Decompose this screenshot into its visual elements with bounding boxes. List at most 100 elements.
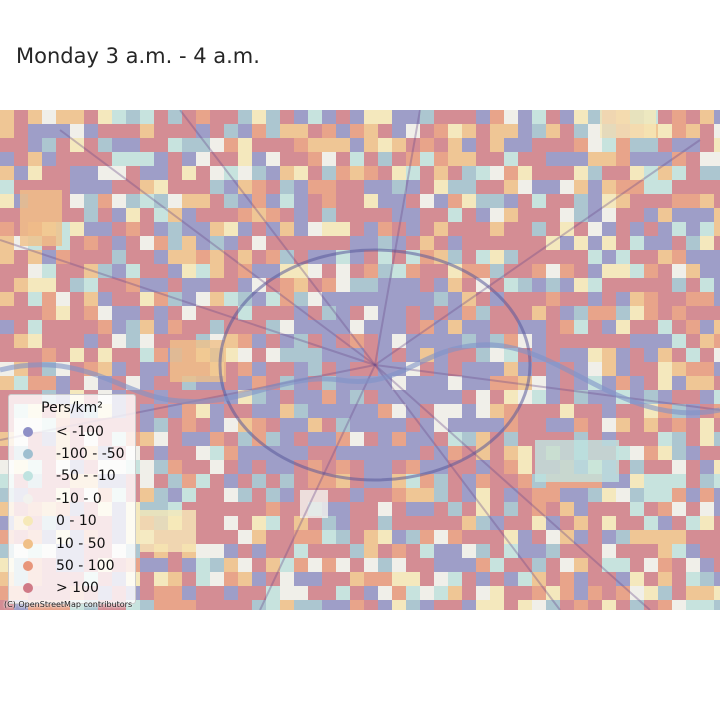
density-patch <box>20 190 62 246</box>
density-cell <box>154 474 168 488</box>
map-view[interactable] <box>0 110 720 610</box>
density-cell <box>168 432 182 446</box>
density-cell <box>420 236 434 250</box>
density-cell <box>28 152 42 166</box>
density-cell <box>336 516 350 530</box>
density-cell <box>490 110 504 124</box>
density-cell <box>420 306 434 320</box>
density-cell <box>602 292 616 306</box>
density-cell <box>476 292 490 306</box>
density-cell <box>322 166 336 180</box>
density-cell <box>196 404 210 418</box>
density-cell <box>168 222 182 236</box>
density-cell <box>616 138 630 152</box>
density-cell <box>476 544 490 558</box>
density-cell <box>322 236 336 250</box>
density-patch <box>600 110 656 138</box>
density-cell <box>308 320 322 334</box>
density-cell <box>434 558 448 572</box>
density-cell <box>700 180 714 194</box>
density-cell <box>462 544 476 558</box>
density-cell <box>336 278 350 292</box>
density-cell <box>672 432 686 446</box>
density-cell <box>238 124 252 138</box>
density-cell <box>714 292 720 306</box>
density-cell <box>602 572 616 586</box>
density-cell <box>686 474 700 488</box>
density-cell <box>462 390 476 404</box>
density-cell <box>462 180 476 194</box>
density-cell <box>672 306 686 320</box>
density-cell <box>280 362 294 376</box>
density-cell <box>532 292 546 306</box>
density-cell <box>434 138 448 152</box>
density-cell <box>308 600 322 610</box>
density-cell <box>658 432 672 446</box>
density-cell <box>154 376 168 390</box>
density-cell <box>336 544 350 558</box>
density-cell <box>560 348 574 362</box>
density-cell <box>420 362 434 376</box>
density-cell <box>546 166 560 180</box>
density-cell <box>350 236 364 250</box>
density-cell <box>532 390 546 404</box>
density-cell <box>28 278 42 292</box>
density-cell <box>420 558 434 572</box>
density-cell <box>672 362 686 376</box>
density-cell <box>462 600 476 610</box>
density-cell <box>532 572 546 586</box>
density-cell <box>602 600 616 610</box>
density-cell <box>378 362 392 376</box>
density-cell <box>210 544 224 558</box>
density-cell <box>518 460 532 474</box>
density-cell <box>336 488 350 502</box>
density-cell <box>658 488 672 502</box>
density-cell <box>560 208 574 222</box>
density-cell <box>658 278 672 292</box>
density-cell <box>84 166 98 180</box>
density-cell <box>588 334 602 348</box>
density-cell <box>490 278 504 292</box>
density-cell <box>504 194 518 208</box>
density-cell <box>308 362 322 376</box>
density-cell <box>532 320 546 334</box>
density-cell <box>574 110 588 124</box>
density-cell <box>182 432 196 446</box>
density-cell <box>266 404 280 418</box>
density-cell <box>280 292 294 306</box>
density-cell <box>280 530 294 544</box>
density-cell <box>210 110 224 124</box>
density-cell <box>280 404 294 418</box>
density-cell <box>490 446 504 460</box>
density-cell <box>294 446 308 460</box>
density-cell <box>196 586 210 600</box>
density-cell <box>28 306 42 320</box>
density-cell <box>14 376 28 390</box>
density-cell <box>560 110 574 124</box>
density-cell <box>602 530 616 544</box>
density-cell <box>490 166 504 180</box>
density-cell <box>658 194 672 208</box>
density-cell <box>378 530 392 544</box>
density-cell <box>574 530 588 544</box>
density-cell <box>336 110 350 124</box>
density-cell <box>462 110 476 124</box>
density-cell <box>238 432 252 446</box>
density-cell <box>644 138 658 152</box>
density-cell <box>476 166 490 180</box>
density-cell <box>616 348 630 362</box>
density-cell <box>700 264 714 278</box>
density-cell <box>574 292 588 306</box>
density-cell <box>644 250 658 264</box>
density-cell <box>434 194 448 208</box>
density-cell <box>616 180 630 194</box>
density-cell <box>98 152 112 166</box>
density-cell <box>448 124 462 138</box>
density-cell <box>112 320 126 334</box>
density-cell <box>672 516 686 530</box>
density-cell <box>336 306 350 320</box>
density-cell <box>224 124 238 138</box>
density-cell <box>252 446 266 460</box>
density-cell <box>266 600 280 610</box>
density-cell <box>406 502 420 516</box>
